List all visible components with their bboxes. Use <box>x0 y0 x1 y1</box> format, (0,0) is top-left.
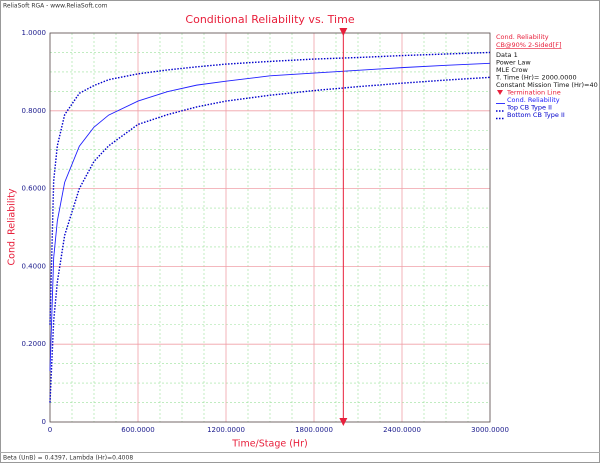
legend-label: Termination Line <box>506 89 561 97</box>
chart-title: Conditional Reliability vs. Time <box>185 13 354 26</box>
y-tick-label: 0 <box>42 418 46 426</box>
y-tick-label: 0.6000 <box>22 185 47 193</box>
header: ReliaSoft RGA - www.ReliaSoft.com <box>3 3 108 10</box>
footer: Beta (UnB) = 0.4397, Lambda (Hr)=0.4008 <box>3 455 133 462</box>
x-tick-label: 1800.0000 <box>295 426 333 434</box>
x-axis-title: Time/Stage (Hr) <box>231 439 307 450</box>
x-tick-label: 3000.0000 <box>471 426 509 434</box>
legend-info: Constant Mission Time (Hr)=40 <box>496 81 598 89</box>
legend-info: Data 1 <box>496 51 518 59</box>
x-tick-label: 2400.0000 <box>383 426 421 434</box>
y-tick-label: 0.4000 <box>22 262 47 270</box>
series-line <box>49 62 491 372</box>
legend-title: Cond. Reliability <box>496 33 549 41</box>
legend-info: Power Law <box>496 59 531 67</box>
termination-marker <box>339 418 348 426</box>
legend-label: Bottom CB Type II <box>507 111 565 119</box>
legend-label: Cond. Reliability <box>507 96 560 104</box>
y-axis-title: Cond. Reliability <box>7 188 18 265</box>
x-tick-label: 0 <box>48 426 52 434</box>
legend-label: Top CB Type II <box>506 104 552 112</box>
legend-marker <box>497 90 503 95</box>
termination-marker <box>339 28 348 36</box>
series-line <box>49 76 491 403</box>
legend-subtitle: CB@90% 2-Sided[F] <box>496 41 562 49</box>
legend-info: MLE Crow <box>496 66 528 74</box>
legend-info: T. Time (Hr)= 2000.0000 <box>495 74 577 82</box>
y-tick-label: 0.8000 <box>22 107 47 115</box>
plot-border <box>49 32 491 423</box>
x-tick-label: 600.0000 <box>121 426 154 434</box>
x-tick-label: 1200.0000 <box>207 426 245 434</box>
y-tick-label: 0.2000 <box>22 340 47 348</box>
series-line <box>49 51 491 325</box>
y-tick-label: 1.0000 <box>22 29 47 37</box>
